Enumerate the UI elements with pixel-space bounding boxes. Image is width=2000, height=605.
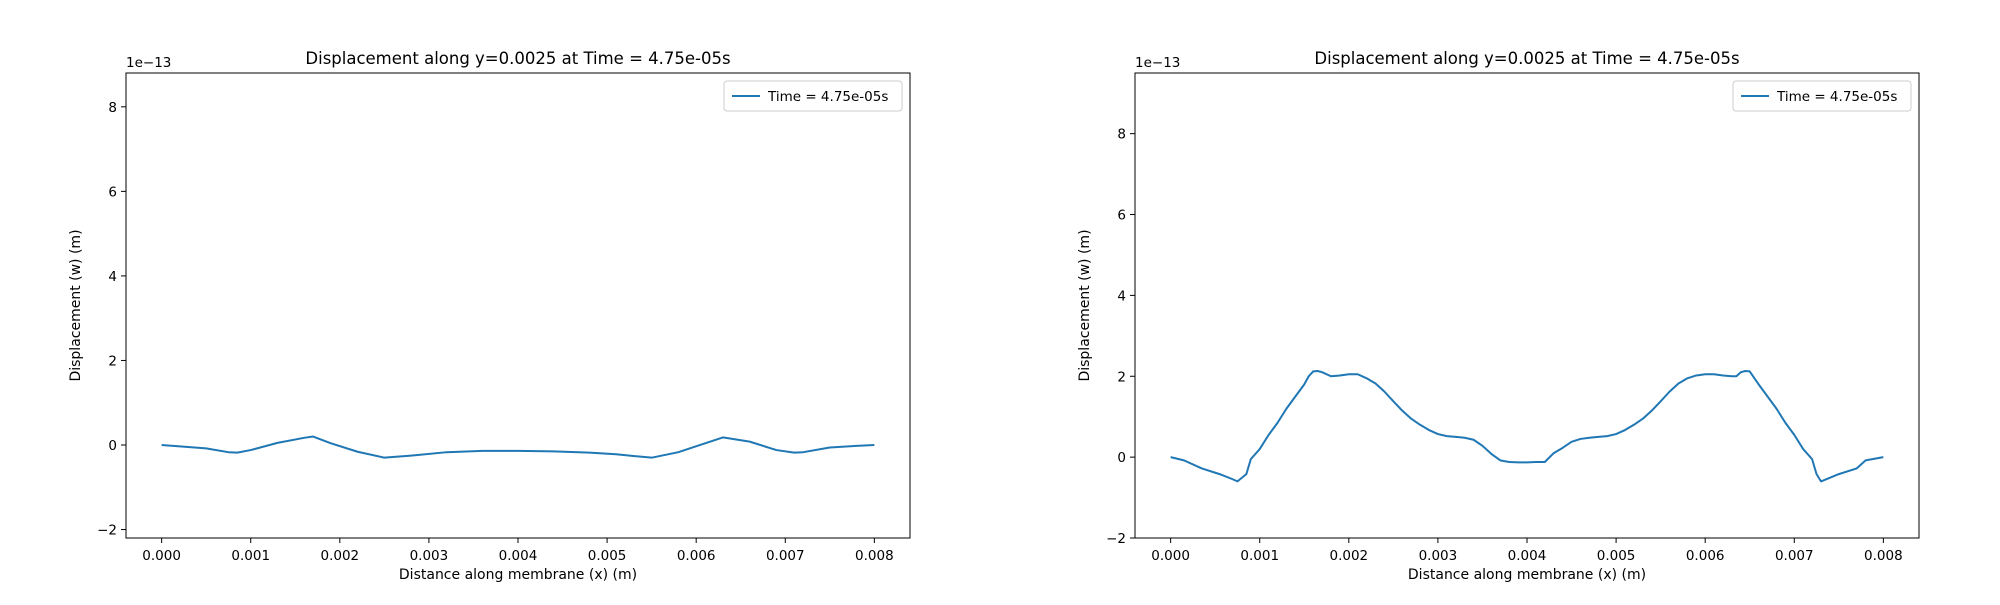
legend-box [1732,80,1912,112]
series-line-0 [161,435,875,459]
x-tick-label: 0.003 [410,548,449,564]
legend: Time = 4.75e-05s [1732,80,1912,112]
x-tick-label: 0.005 [588,548,627,564]
x-tick-label: 0.007 [1775,548,1814,564]
x-tick-label: 0.008 [1864,548,1903,564]
x-tick-label: 0.006 [1686,548,1725,564]
x-tick-label: 0.001 [1240,548,1279,564]
y-axis-multiplier: 1e−13 [1135,55,1180,71]
y-axis-label: Displacement (w) (m) [1077,229,1093,381]
y-tick-label: 2 [108,353,117,369]
y-tick-label: 0 [1117,450,1126,466]
x-tick-label: 0.006 [677,548,716,564]
x-tick-label: 0.001 [231,548,270,564]
x-axis-label: Distance along membrane (x) (m) [1408,567,1646,583]
legend-box [723,80,903,112]
legend-entry-label: Time = 4.75e-05s [1776,89,1897,105]
y-tick-label: 0 [108,438,117,454]
y-tick-label: −2 [97,523,117,539]
series-line-0 [1170,370,1884,483]
y-tick-label: 8 [108,100,117,116]
plot-frame [1134,72,1920,539]
x-tick-label: 0.000 [142,548,181,564]
x-tick-label: 0.008 [855,548,894,564]
x-tick-label: 0.002 [320,548,359,564]
y-axis-label: Displacement (w) (m) [68,229,84,381]
y-tick-label: 2 [1117,369,1126,385]
plot-frame [125,72,911,539]
x-tick-label: 0.003 [1419,548,1458,564]
y-tick-label: 6 [108,184,117,200]
x-axis-label: Distance along membrane (x) (m) [399,567,637,583]
y-tick-label: 6 [1117,208,1126,224]
y-tick-label: −2 [1106,531,1126,547]
chart-title: Displacement along y=0.0025 at Time = 4.… [305,49,730,68]
y-tick-label: 4 [1117,288,1126,304]
x-tick-label: 0.002 [1329,548,1368,564]
chart-title: Displacement along y=0.0025 at Time = 4.… [1314,49,1739,68]
legend: Time = 4.75e-05s [723,80,903,112]
x-tick-label: 0.005 [1597,548,1636,564]
x-tick-label: 0.000 [1151,548,1190,564]
legend-entry-label: Time = 4.75e-05s [767,89,888,105]
y-tick-label: 4 [108,269,117,285]
left-chart-panel: Displacement along y=0.0025 at Time = 4.… [68,49,911,583]
right-chart-panel: Displacement along y=0.0025 at Time = 4.… [1077,49,1920,583]
y-tick-label: 8 [1117,127,1126,143]
x-tick-label: 0.007 [766,548,805,564]
y-axis-multiplier: 1e−13 [126,55,171,71]
x-tick-label: 0.004 [1508,548,1547,564]
x-tick-label: 0.004 [499,548,538,564]
